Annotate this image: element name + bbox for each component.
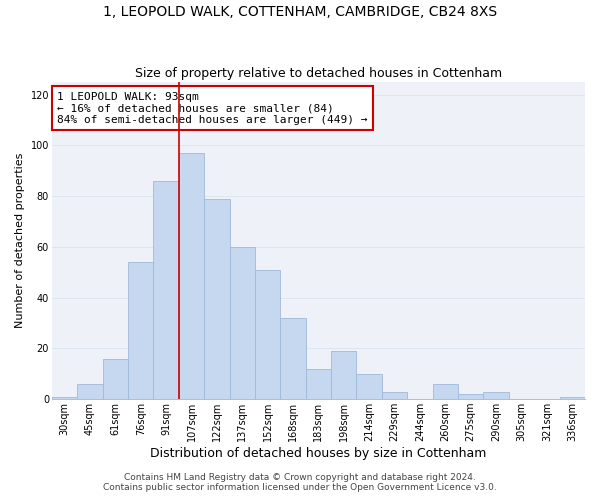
Bar — [103, 358, 128, 399]
Bar — [77, 384, 103, 399]
Bar — [331, 351, 356, 399]
Bar — [306, 368, 331, 399]
Bar — [128, 262, 154, 399]
Bar — [179, 153, 204, 399]
X-axis label: Distribution of detached houses by size in Cottenham: Distribution of detached houses by size … — [150, 447, 487, 460]
Text: 1, LEOPOLD WALK, COTTENHAM, CAMBRIDGE, CB24 8XS: 1, LEOPOLD WALK, COTTENHAM, CAMBRIDGE, C… — [103, 5, 497, 19]
Y-axis label: Number of detached properties: Number of detached properties — [15, 153, 25, 328]
Bar — [230, 247, 255, 399]
Bar — [204, 199, 230, 399]
Bar — [52, 396, 77, 399]
Title: Size of property relative to detached houses in Cottenham: Size of property relative to detached ho… — [135, 66, 502, 80]
Text: 1 LEOPOLD WALK: 93sqm
← 16% of detached houses are smaller (84)
84% of semi-deta: 1 LEOPOLD WALK: 93sqm ← 16% of detached … — [57, 92, 368, 125]
Bar — [255, 270, 280, 399]
Bar — [280, 318, 306, 399]
Bar — [458, 394, 484, 399]
Bar — [382, 392, 407, 399]
Bar — [356, 374, 382, 399]
Bar — [560, 396, 585, 399]
Bar — [433, 384, 458, 399]
Bar — [154, 181, 179, 399]
Text: Contains HM Land Registry data © Crown copyright and database right 2024.
Contai: Contains HM Land Registry data © Crown c… — [103, 473, 497, 492]
Bar — [484, 392, 509, 399]
